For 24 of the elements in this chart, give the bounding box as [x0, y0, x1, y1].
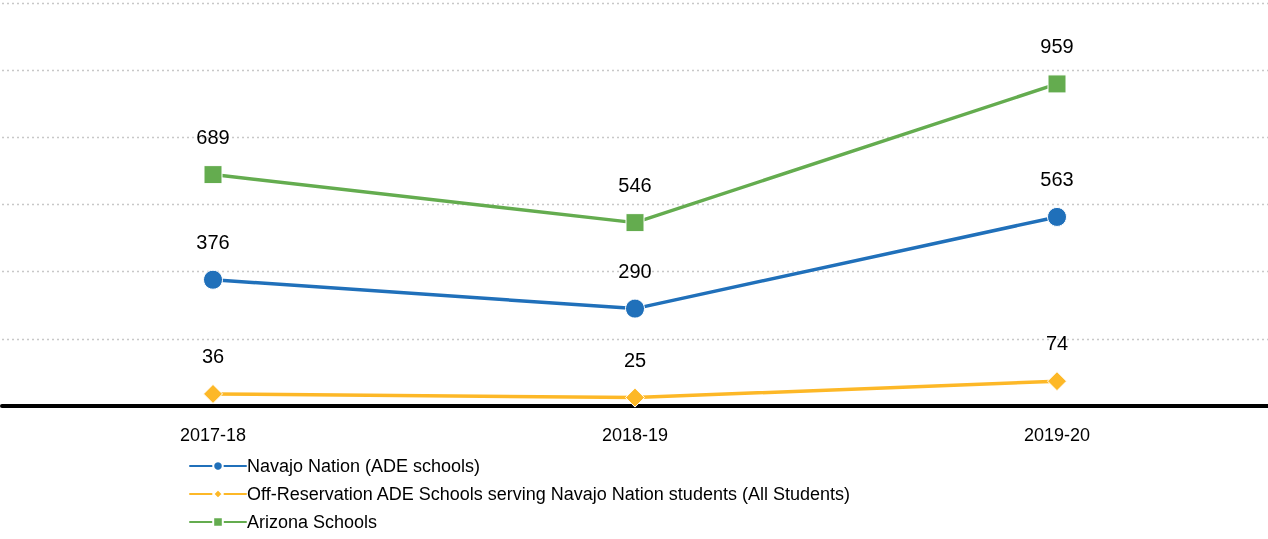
point — [203, 383, 223, 404]
data-label: 25 — [623, 348, 647, 371]
point — [625, 387, 645, 408]
x-tick-label: 2018-19 — [601, 425, 669, 445]
data-label: 290 — [618, 259, 652, 282]
point — [1047, 206, 1067, 227]
legend-label: Arizona Schools — [247, 512, 378, 532]
data-label: 36 — [201, 344, 225, 367]
point — [1047, 74, 1067, 94]
legend-label: Off-Reservation ADE Schools serving Navajo Nation students (All Students) — [247, 484, 850, 504]
point — [1047, 371, 1067, 392]
data-label: 563 — [1040, 167, 1074, 190]
data-label: 689 — [196, 126, 230, 149]
point — [203, 269, 223, 290]
data-label: 74 — [1045, 332, 1069, 355]
legend-label: Navajo Nation (ADE schools) — [247, 456, 481, 476]
point — [625, 213, 645, 233]
point — [203, 165, 223, 185]
data-label: 959 — [1040, 35, 1074, 58]
x-tick-label: 2019-20 — [1023, 425, 1091, 445]
data-label: 376 — [196, 230, 230, 253]
point — [625, 298, 645, 319]
x-tick-label: 2017-18 — [179, 425, 247, 445]
data-label: 546 — [618, 174, 652, 197]
